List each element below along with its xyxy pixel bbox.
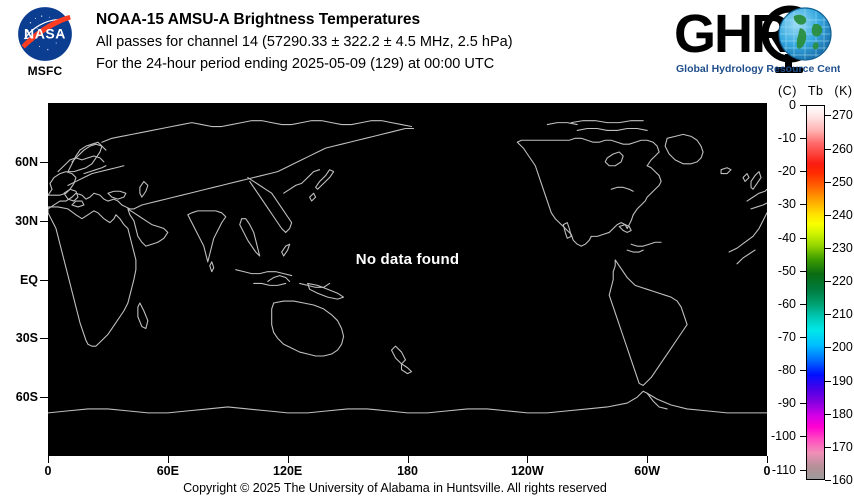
colorbar-tick-kelvin bbox=[825, 314, 831, 316]
colorbar-label-kelvin: 270 bbox=[832, 108, 853, 123]
ghrc-subtitle: Global Hydrology Resource Center bbox=[676, 63, 840, 75]
colorbar-tick-celsius bbox=[800, 270, 806, 272]
colorbar-label-kelvin: 260 bbox=[832, 141, 853, 156]
colorbar-tick-celsius bbox=[800, 138, 806, 140]
colorbar-label-celsius: -90 bbox=[777, 396, 796, 411]
colorbar-label-celsius: 0 bbox=[789, 98, 796, 112]
lat-label-wrap: 60S bbox=[0, 390, 48, 405]
page-subtitle-channel: All passes for channel 14 (57290.33 ± 32… bbox=[96, 34, 513, 50]
colorbar-label-kelvin: 220 bbox=[832, 274, 853, 289]
colorbar-label-kelvin: 240 bbox=[832, 207, 853, 222]
lon-label: 120E bbox=[273, 464, 303, 478]
lon-label: 0 bbox=[44, 464, 52, 478]
colorbar-unit-kelvin: (K) bbox=[834, 84, 853, 98]
colorbar-tick-celsius bbox=[800, 237, 806, 239]
colorbar-tick-kelvin bbox=[825, 281, 831, 283]
colorbar-tick-kelvin bbox=[825, 181, 831, 183]
colorbar-label-celsius: -30 bbox=[777, 197, 796, 212]
colorbar-tick-celsius bbox=[800, 105, 806, 106]
colorbar-label-kelvin: 170 bbox=[832, 439, 853, 454]
lat-label: 30N bbox=[15, 213, 38, 228]
colorbar-label-celsius: -10 bbox=[777, 131, 796, 146]
lon-tick bbox=[407, 456, 409, 463]
lon-label: 60E bbox=[156, 464, 179, 478]
lon-label: 60W bbox=[634, 464, 660, 478]
colorbar-tick-celsius bbox=[800, 436, 806, 438]
world-coastline-map bbox=[48, 103, 767, 456]
colorbar-tick-celsius bbox=[800, 370, 806, 372]
lat-tick bbox=[40, 220, 48, 222]
colorbar-tick-kelvin bbox=[825, 347, 831, 349]
lon-tick bbox=[527, 456, 529, 463]
colorbar-unit-celsius: (C) bbox=[778, 84, 797, 98]
lat-label: 60S bbox=[15, 390, 38, 405]
colorbar-tick-celsius bbox=[800, 403, 806, 405]
lon-tick bbox=[48, 456, 49, 463]
lat-label: EQ bbox=[19, 272, 38, 287]
colorbar-label-kelvin: 160 bbox=[832, 473, 853, 487]
map-panel[interactable]: No data found bbox=[48, 103, 767, 456]
lat-label-wrap: 30N bbox=[0, 213, 48, 228]
colorbar-tick-kelvin bbox=[825, 480, 831, 481]
colorbar-label-kelvin: 250 bbox=[832, 174, 853, 189]
colorbar-label-celsius: -40 bbox=[777, 230, 796, 245]
lon-label: 120W bbox=[511, 464, 544, 478]
colorbar-tick-kelvin bbox=[825, 446, 831, 448]
colorbar-tick-kelvin bbox=[825, 380, 831, 382]
lat-label-wrap: EQ bbox=[0, 272, 48, 287]
colorbar-gradient bbox=[806, 105, 825, 480]
colorbar-tick-kelvin bbox=[825, 413, 831, 415]
no-data-message: No data found bbox=[355, 251, 460, 268]
lat-tick bbox=[40, 397, 48, 399]
colorbar-tick-kelvin bbox=[825, 115, 831, 117]
colorbar-tick-celsius bbox=[800, 336, 806, 338]
lon-tick bbox=[287, 456, 289, 463]
lat-label-wrap: 30S bbox=[0, 331, 48, 346]
colorbar-gradient-fill bbox=[807, 106, 824, 479]
page-subtitle-period: For the 24-hour period ending 2025-05-09… bbox=[96, 56, 495, 72]
lat-tick bbox=[40, 161, 48, 163]
colorbar-tick-celsius bbox=[800, 469, 806, 471]
title-block: NOAA-15 AMSU-A Brightness Temperatures A… bbox=[96, 9, 656, 75]
colorbar-header: (C) Tb (K) bbox=[778, 84, 854, 98]
copyright-notice: Copyright © 2025 The University of Alaba… bbox=[183, 481, 607, 495]
colorbar-tick-celsius bbox=[800, 171, 806, 173]
colorbar-label-celsius: -50 bbox=[777, 263, 796, 278]
lat-tick bbox=[40, 279, 48, 281]
nasa-logo: NASA MSFC bbox=[8, 6, 82, 82]
nasa-meatball-icon: NASA bbox=[18, 7, 72, 61]
colorbar-label-celsius: -100 bbox=[770, 429, 796, 444]
colorbar-tick-kelvin bbox=[825, 148, 831, 150]
lat-label-wrap: 60N bbox=[0, 154, 48, 169]
colorbar-tick-kelvin bbox=[825, 214, 831, 216]
nasa-center-label: MSFC bbox=[27, 64, 63, 78]
lat-label: 60N bbox=[15, 154, 38, 169]
colorbar-label-kelvin: 210 bbox=[832, 307, 853, 322]
lat-tick bbox=[40, 338, 48, 340]
colorbar-label-celsius: -110 bbox=[771, 462, 796, 477]
colorbar-label-kelvin: 180 bbox=[832, 406, 853, 421]
lat-label: 30S bbox=[15, 331, 38, 346]
svg-text:NASA: NASA bbox=[24, 25, 66, 41]
colorbar-tick-celsius bbox=[800, 303, 806, 305]
colorbar-label-celsius: -60 bbox=[777, 296, 796, 311]
colorbar-tick-kelvin bbox=[825, 248, 831, 249]
colorbar-label-kelvin: 190 bbox=[832, 373, 853, 388]
colorbar-label-celsius: -80 bbox=[777, 363, 796, 378]
ghrc-logo: GHR Global Hydrology Resource Center bbox=[672, 4, 850, 78]
ghrc-logo-icon: GHR Global Hydrology Resource Center bbox=[674, 4, 850, 75]
colorbar-label-kelvin: 200 bbox=[832, 340, 853, 355]
lon-label: 180 bbox=[397, 464, 418, 478]
page-title: NOAA-15 AMSU-A Brightness Temperatures bbox=[96, 11, 421, 28]
colorbar-variable-label: Tb bbox=[807, 84, 824, 98]
lon-tick bbox=[767, 456, 768, 463]
colorbar-tick-celsius bbox=[800, 204, 806, 206]
lon-label: 0 bbox=[763, 464, 771, 478]
colorbar-label-celsius: -20 bbox=[777, 164, 796, 179]
colorbar-label-kelvin: 230 bbox=[832, 241, 853, 255]
colorbar-label-celsius: -70 bbox=[777, 329, 796, 344]
lon-tick bbox=[647, 456, 649, 463]
lon-tick bbox=[167, 456, 169, 463]
